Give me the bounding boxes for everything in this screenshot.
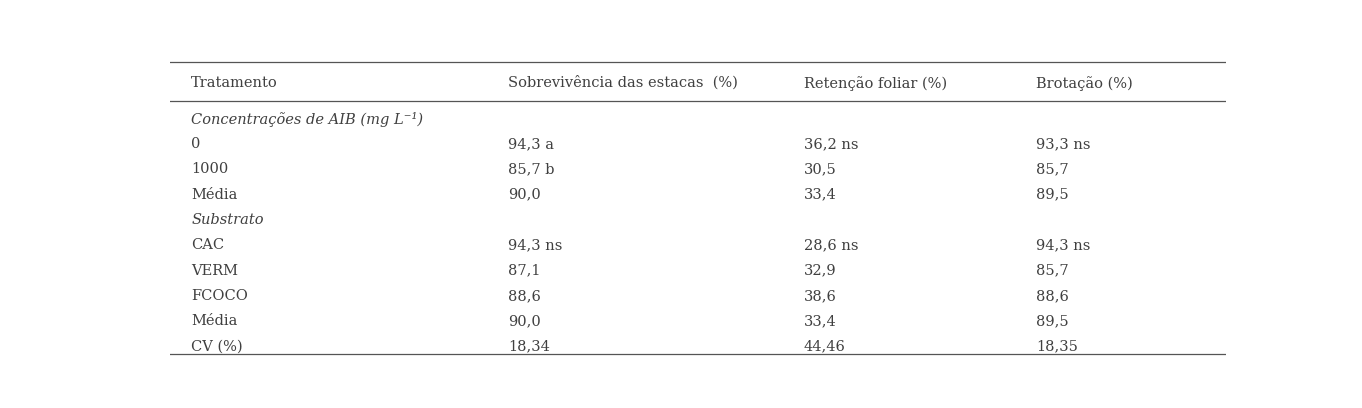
Text: 90,0: 90,0: [508, 314, 541, 328]
Text: 89,5: 89,5: [1035, 314, 1068, 328]
Text: 33,4: 33,4: [804, 314, 836, 328]
Text: FCOCO: FCOCO: [191, 289, 248, 303]
Text: 36,2 ns: 36,2 ns: [804, 137, 858, 151]
Text: 0: 0: [191, 137, 200, 151]
Text: 87,1: 87,1: [508, 264, 541, 277]
Text: Tratamento: Tratamento: [191, 75, 278, 90]
Text: Retenção foliar (%): Retenção foliar (%): [804, 75, 947, 91]
Text: 85,7: 85,7: [1035, 162, 1068, 176]
Text: 18,34: 18,34: [508, 339, 550, 353]
Text: 33,4: 33,4: [804, 188, 836, 202]
Text: Média: Média: [191, 314, 238, 328]
Text: 94,3 ns: 94,3 ns: [1035, 238, 1090, 252]
Text: Concentrações de AIB (mg L⁻¹): Concentrações de AIB (mg L⁻¹): [191, 112, 424, 127]
Text: 1000: 1000: [191, 162, 229, 176]
Text: CV (%): CV (%): [191, 339, 242, 353]
Text: 90,0: 90,0: [508, 188, 541, 202]
Text: 18,35: 18,35: [1035, 339, 1077, 353]
Text: Média: Média: [191, 188, 238, 202]
Text: Brotação (%): Brotação (%): [1035, 75, 1133, 91]
Text: 44,46: 44,46: [804, 339, 846, 353]
Text: 94,3 ns: 94,3 ns: [508, 238, 563, 252]
Text: Sobrevivência das estacas  (%): Sobrevivência das estacas (%): [508, 75, 738, 90]
Text: 94,3 a: 94,3 a: [508, 137, 554, 151]
Text: 30,5: 30,5: [804, 162, 836, 176]
Text: 88,6: 88,6: [508, 289, 541, 303]
Text: Substrato: Substrato: [191, 213, 264, 227]
Text: 93,3 ns: 93,3 ns: [1035, 137, 1091, 151]
Text: 88,6: 88,6: [1035, 289, 1069, 303]
Text: 32,9: 32,9: [804, 264, 836, 277]
Text: 28,6 ns: 28,6 ns: [804, 238, 858, 252]
Text: CAC: CAC: [191, 238, 225, 252]
Text: 38,6: 38,6: [804, 289, 836, 303]
Text: 89,5: 89,5: [1035, 188, 1068, 202]
Text: VERM: VERM: [191, 264, 238, 277]
Text: 85,7: 85,7: [1035, 264, 1068, 277]
Text: 85,7 b: 85,7 b: [508, 162, 554, 176]
